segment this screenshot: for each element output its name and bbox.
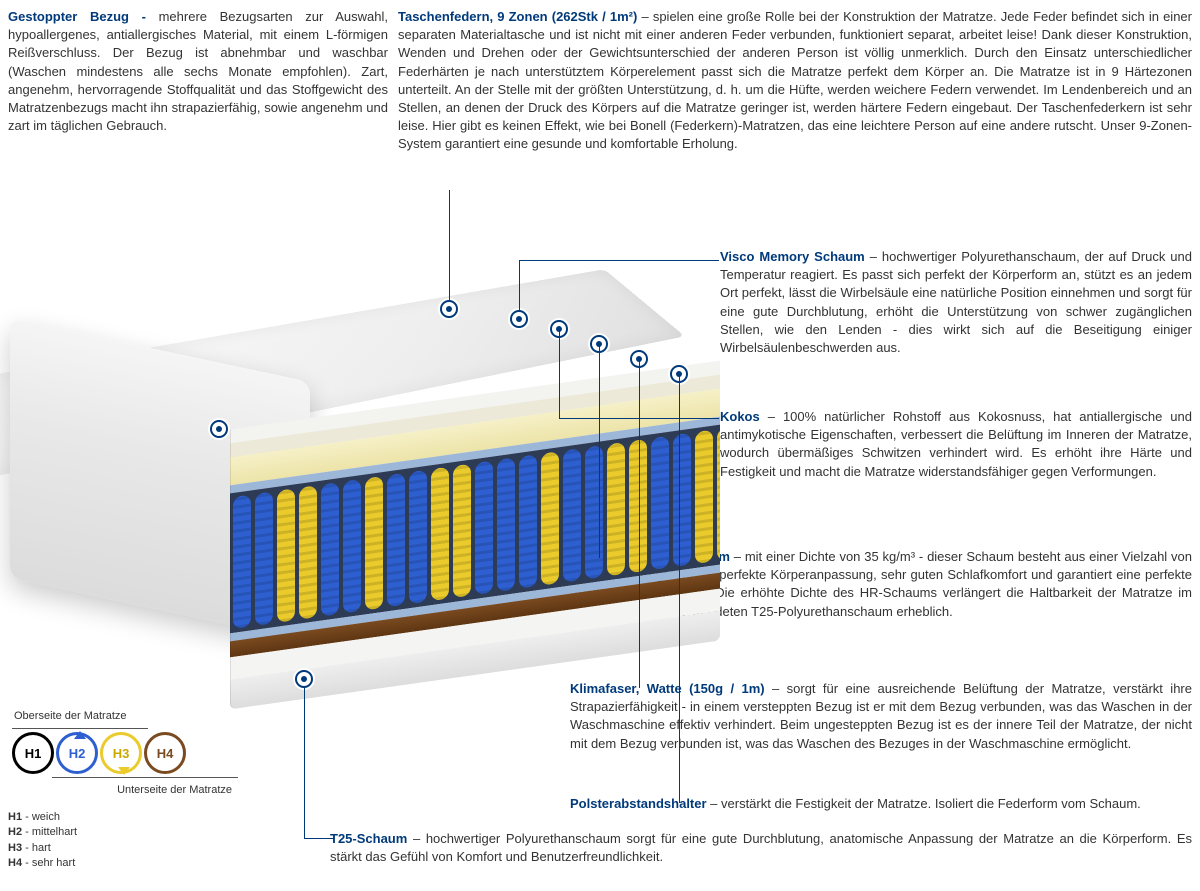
spring <box>519 454 537 589</box>
legend-top-label: Oberseite der Matratze <box>14 710 238 722</box>
section-polster: Polsterabstandshalter – verstärkt die Fe… <box>570 795 1192 813</box>
legend-h2: H2 <box>56 732 98 774</box>
mattress-diagram <box>10 250 730 700</box>
t25-title: T25-Schaum <box>330 831 407 846</box>
springs-title: Taschenfedern, 9 Zonen (262Stk / 1m²) <box>398 9 637 24</box>
cover-text: mehrere Bezugsarten zur Auswahl, hypoall… <box>8 9 388 133</box>
spring <box>343 479 361 614</box>
spring <box>255 491 273 626</box>
t25-text: – hochwertiger Polyurethanschaum sorgt f… <box>330 831 1192 864</box>
spring <box>365 476 383 611</box>
leader-t25-v <box>304 688 305 838</box>
leader-visco <box>519 260 719 261</box>
spring <box>607 442 625 577</box>
hotspot-springs <box>440 300 458 318</box>
kokos-text: – 100% natürlicher Rohstoff aus Kokosnus… <box>720 409 1192 479</box>
hotspot-cover <box>210 420 228 438</box>
spring <box>673 433 691 568</box>
legend-item-h3: H3 - hart <box>8 841 238 856</box>
spring <box>475 460 493 595</box>
spring <box>299 485 317 620</box>
legend-bottom-label: Unterseite der Matratze <box>8 784 232 796</box>
spring <box>277 488 295 623</box>
spring <box>409 470 427 605</box>
spring <box>585 445 603 580</box>
spring <box>629 439 647 574</box>
visco-title: Visco Memory Schaum <box>720 249 865 264</box>
spring <box>497 457 515 592</box>
leader-visco-v <box>519 260 520 310</box>
leader-klima-v <box>639 358 640 688</box>
spring <box>233 494 251 629</box>
cover-title: Gestoppter Bezug - <box>8 9 146 24</box>
leader-hr-v <box>599 343 600 558</box>
spring <box>453 464 471 599</box>
visco-text: – hochwertiger Polyurethanschaum, der au… <box>720 249 1192 355</box>
legend-h1: H1 <box>12 732 54 774</box>
spring <box>387 473 405 608</box>
section-cover: Gestoppter Bezug - mehrere Bezugsarten z… <box>8 8 388 135</box>
triangle-up-icon <box>74 731 86 739</box>
legend-item-h1: H1 - weich <box>8 810 238 825</box>
legend-list: H1 - weich H2 - mittelhart H3 - hart H4 … <box>8 810 238 872</box>
leader-kokos-v <box>559 328 560 418</box>
leader-polster-v <box>679 373 680 803</box>
springs-text: – spielen eine große Rolle bei der Konst… <box>398 9 1192 151</box>
section-springs: Taschenfedern, 9 Zonen (262Stk / 1m²) – … <box>398 8 1192 154</box>
legend-h4: H4 <box>144 732 186 774</box>
polster-title: Polsterabstandshalter <box>570 796 707 811</box>
spring <box>717 426 720 561</box>
section-visco: Visco Memory Schaum – hochwertiger Polyu… <box>720 248 1192 357</box>
leader-t25 <box>304 838 334 839</box>
legend-line-top <box>12 728 148 729</box>
spring <box>321 482 339 617</box>
leader-springs <box>449 190 450 300</box>
spring <box>651 436 669 571</box>
triangle-down-icon <box>118 767 130 775</box>
hotspot-t25 <box>295 670 313 688</box>
legend-line-bottom <box>52 777 238 778</box>
legend-circles: H1 H2 H3 H4 <box>12 726 238 780</box>
spring <box>541 451 559 586</box>
legend-item-h4: H4 - sehr hart <box>8 856 238 871</box>
legend-item-h2: H2 - mittelhart <box>8 825 238 840</box>
spring <box>431 467 449 602</box>
spring <box>695 430 713 565</box>
spring <box>563 448 581 583</box>
polster-text: – verstärkt die Festigkeit der Matratze.… <box>710 796 1141 811</box>
legend-h3: H3 <box>100 732 142 774</box>
hardness-legend: Oberseite der Matratze H1 H2 H3 H4 Unter… <box>8 710 238 872</box>
section-kokos: Kokos – 100% natürlicher Rohstoff aus Ko… <box>720 408 1192 481</box>
section-t25: T25-Schaum – hochwertiger Polyurethansch… <box>330 830 1192 866</box>
hotspot-visco <box>510 310 528 328</box>
